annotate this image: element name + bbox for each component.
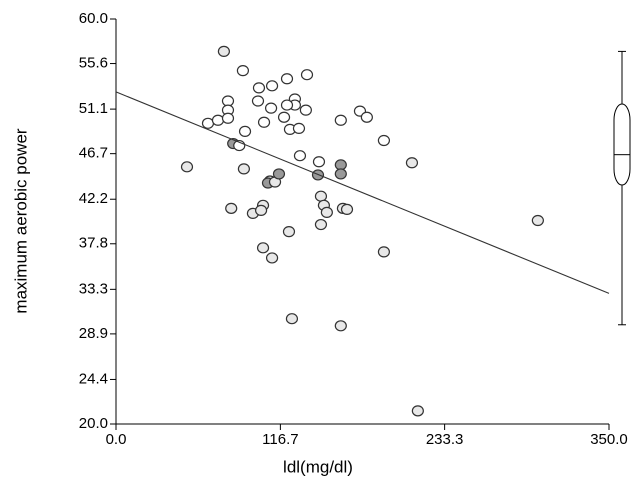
- x-tick-label: 233.3: [426, 431, 464, 448]
- point: [221, 112, 235, 124]
- x-tick-label: 116.7: [262, 431, 298, 448]
- y-tick-label: 20.0: [79, 415, 108, 432]
- point: [320, 206, 333, 218]
- x-tick-label: 350.0: [590, 431, 628, 448]
- x-axis-label: ldl(mg/dl): [283, 457, 353, 476]
- point: [221, 95, 235, 107]
- y-tick-label: 51.1: [79, 100, 108, 117]
- point: [334, 114, 347, 126]
- point: [272, 168, 286, 180]
- point: [405, 157, 419, 169]
- y-tick-label: 28.9: [79, 325, 108, 342]
- point: [238, 125, 252, 137]
- point: [217, 45, 230, 58]
- point: [312, 156, 326, 168]
- y-tick-label: 42.2: [79, 190, 108, 207]
- point: [265, 252, 279, 264]
- point: [254, 204, 268, 216]
- point: [293, 150, 307, 162]
- point: [340, 203, 354, 215]
- point: [251, 95, 265, 107]
- y-tick-label: 60.0: [79, 10, 108, 27]
- point: [236, 65, 250, 77]
- point: [531, 214, 544, 227]
- box: [613, 103, 631, 186]
- point: [299, 104, 312, 116]
- y-tick-label: 33.3: [79, 280, 108, 297]
- point: [257, 116, 271, 128]
- point: [377, 134, 391, 147]
- point: [280, 99, 294, 111]
- point: [314, 190, 328, 202]
- y-tick-label: 46.7: [79, 145, 108, 162]
- point: [256, 242, 270, 254]
- trend-line: [115, 91, 610, 294]
- point: [225, 202, 238, 214]
- point: [277, 111, 291, 123]
- point: [282, 226, 296, 238]
- point: [360, 111, 373, 123]
- point: [411, 405, 424, 417]
- point: [180, 161, 194, 173]
- point: [264, 102, 278, 114]
- y-axis-label: maximum aerobic power: [11, 128, 30, 314]
- point: [285, 313, 299, 325]
- point: [300, 69, 314, 81]
- point: [292, 122, 306, 134]
- point: [314, 218, 328, 231]
- point: [237, 163, 250, 175]
- point: [211, 114, 225, 126]
- y-tick-label: 37.8: [79, 235, 108, 252]
- y-tick-label: 24.4: [79, 370, 108, 387]
- point: [377, 246, 391, 258]
- point: [201, 117, 215, 129]
- y-tick-label: 55.6: [79, 55, 108, 72]
- point: [265, 80, 279, 92]
- point: [334, 159, 347, 171]
- point: [334, 168, 347, 180]
- x-tick-label: 0.0: [106, 431, 127, 448]
- point: [280, 73, 294, 85]
- point: [334, 320, 347, 332]
- point: [252, 82, 266, 94]
